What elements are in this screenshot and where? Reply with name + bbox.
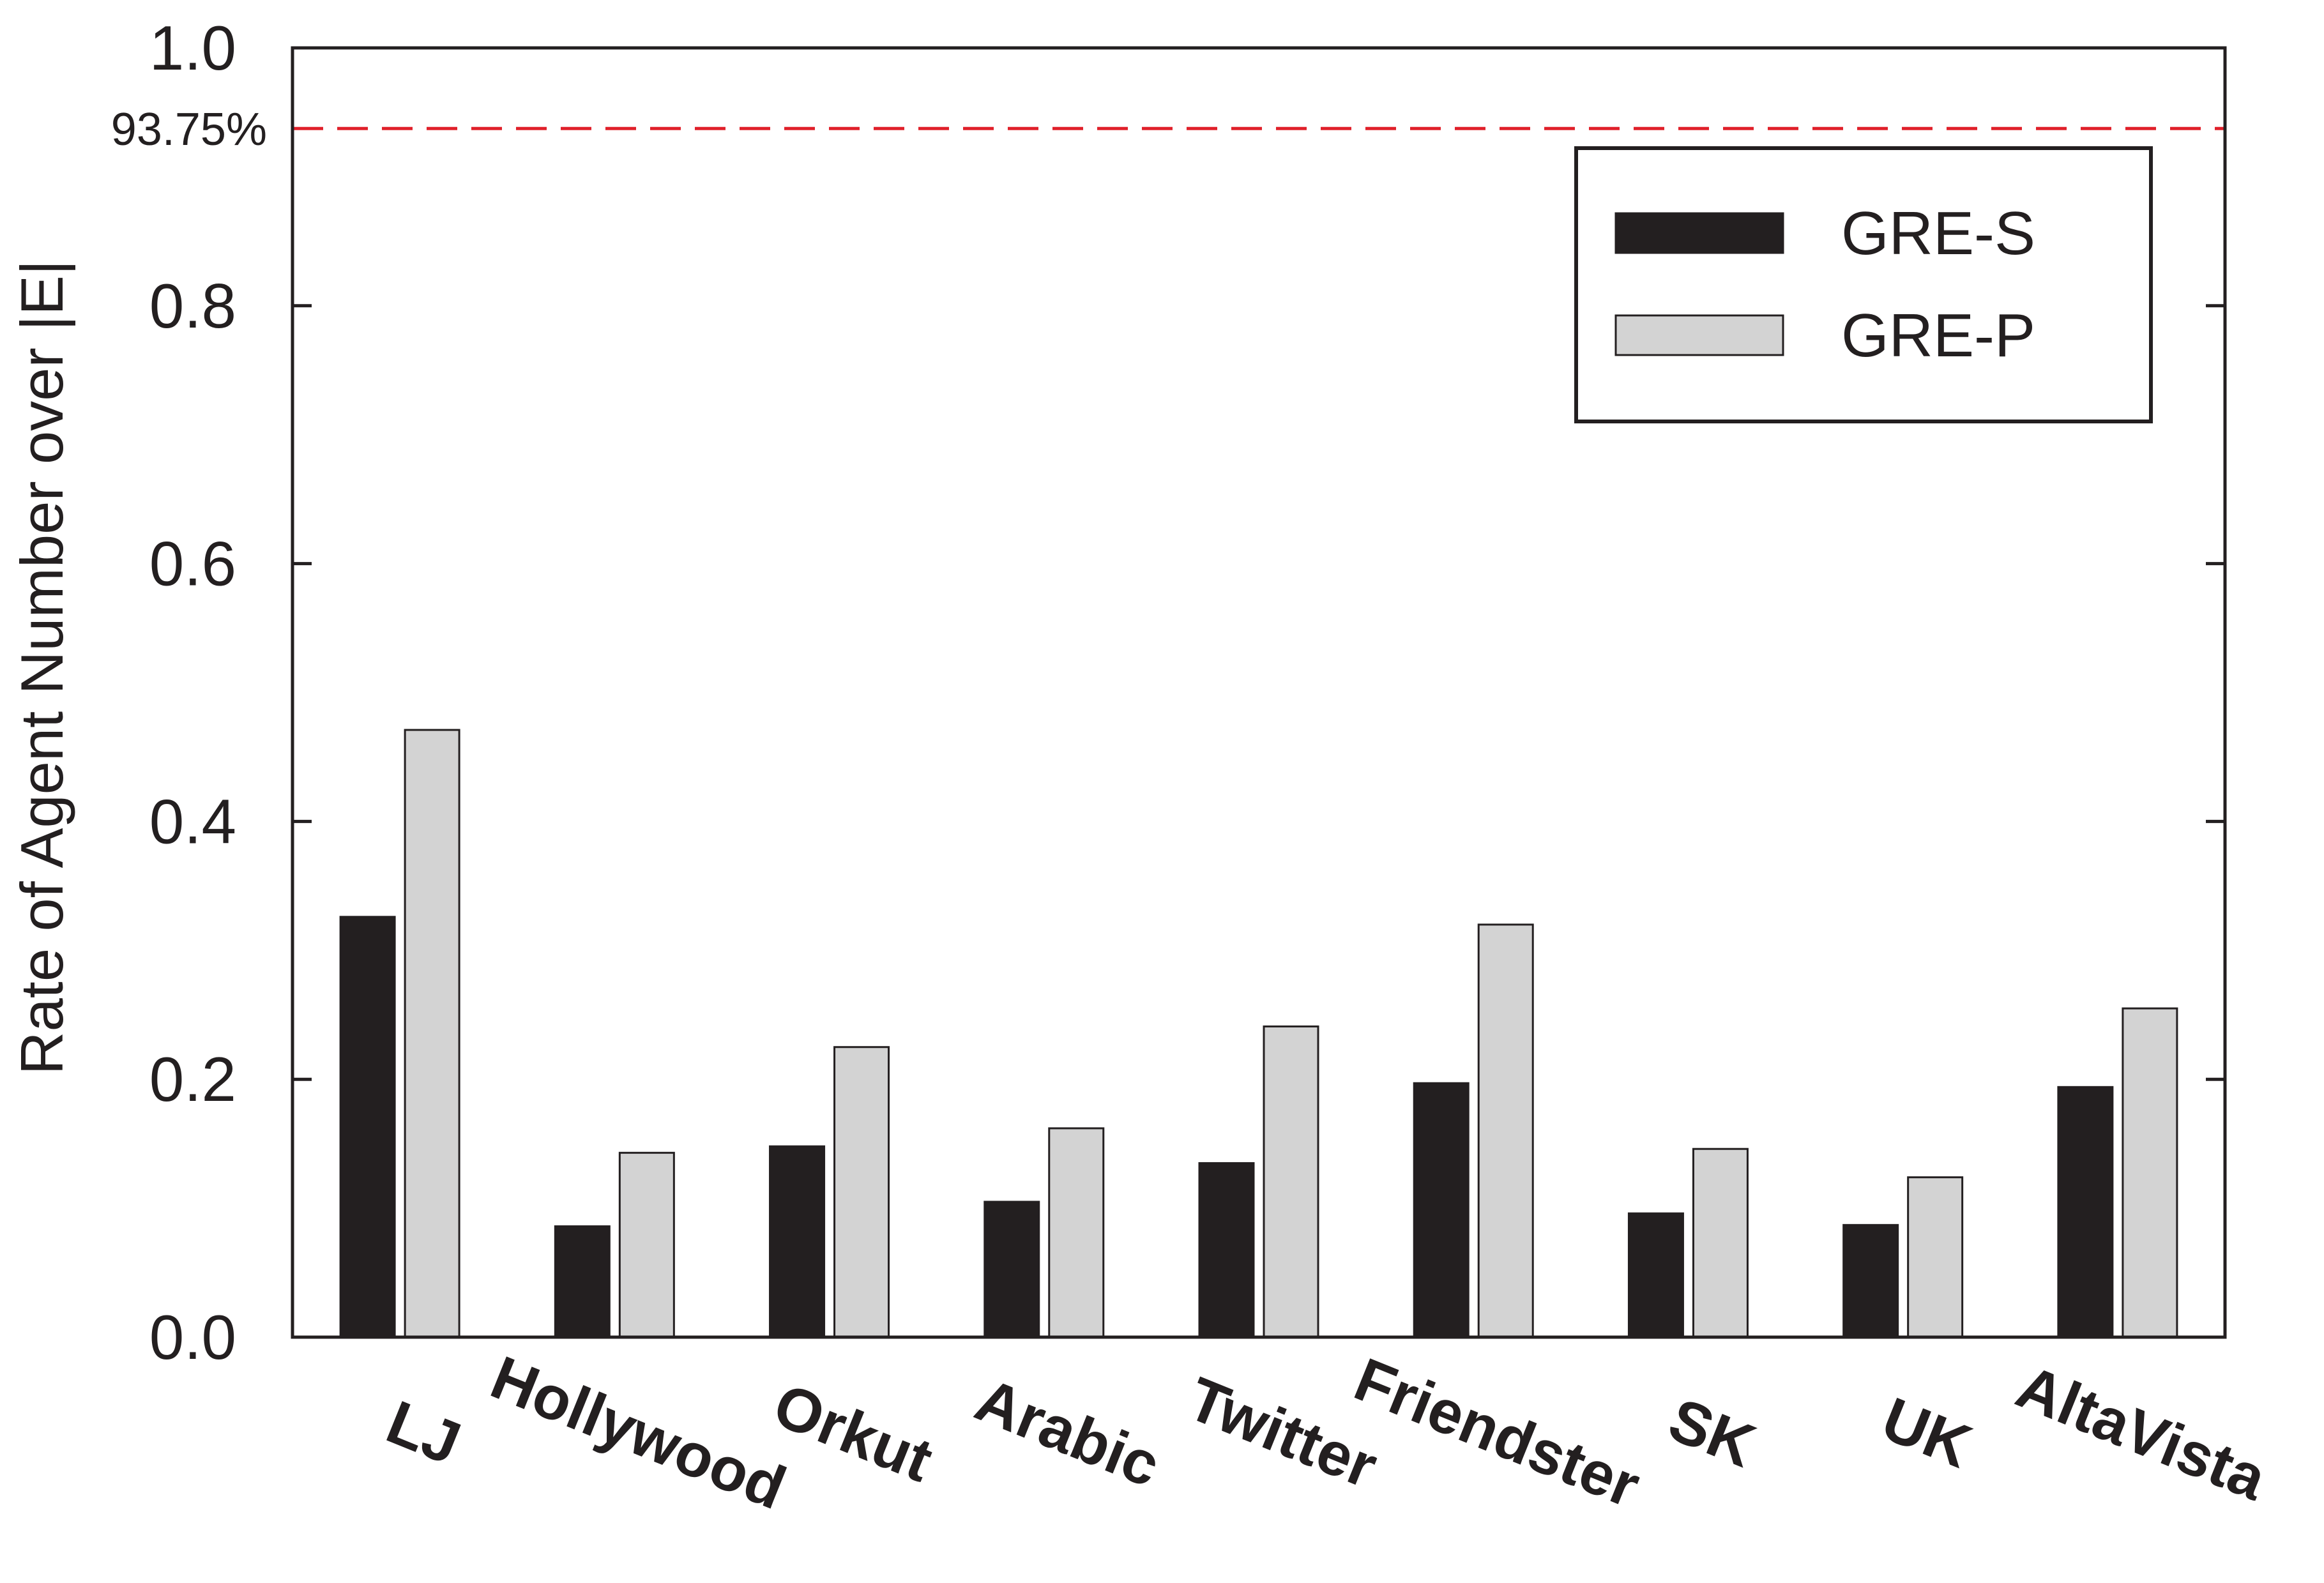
bar-gre-p-friendster xyxy=(1477,923,1534,1338)
bar-gre-p-arabic xyxy=(1048,1127,1105,1338)
reference-line-group: 93.75% xyxy=(111,104,2225,155)
bar-gre-s-twitter xyxy=(1198,1162,1255,1338)
y-tick-label: 0.0 xyxy=(149,1302,236,1372)
bar-gre-s-uk xyxy=(1842,1223,1899,1338)
reference-line-label: 93.75% xyxy=(111,104,267,155)
x-category-label: LJ xyxy=(377,1388,469,1478)
legend-swatch-gre-s xyxy=(1614,212,1784,254)
bar-gre-p-altavista xyxy=(2122,1007,2178,1338)
bar-gre-s-lj xyxy=(339,916,396,1338)
y-axis-title: Rate of Agent Number over |E| xyxy=(8,260,75,1075)
x-category-label: Orkut xyxy=(764,1370,941,1495)
x-category-label: SK xyxy=(1660,1385,1765,1480)
bar-gre-s-altavista xyxy=(2057,1086,2114,1338)
axes xyxy=(291,46,2227,1339)
bar-gre-s-orkut xyxy=(769,1145,826,1338)
bar-gre-p-twitter xyxy=(1263,1025,1319,1338)
legend: GRE-S GRE-P xyxy=(1574,146,2153,423)
bar-gre-s-friendster xyxy=(1413,1082,1470,1338)
bar-gre-s-sk xyxy=(1627,1212,1684,1338)
y-tick-label: 1.0 xyxy=(149,13,236,83)
bar-gre-s-hollywood xyxy=(554,1225,611,1338)
bar-gre-p-uk xyxy=(1907,1176,1964,1338)
x-category-label: UK xyxy=(1873,1384,1981,1481)
x-category-label: Hollywood xyxy=(482,1343,794,1522)
legend-box xyxy=(1574,146,2153,423)
y-tick-label: 0.2 xyxy=(149,1044,236,1114)
plot-frame xyxy=(291,46,2227,1339)
bars xyxy=(339,729,2178,1338)
legend-swatch-gre-p xyxy=(1614,314,1784,356)
x-category-label: AltaVista xyxy=(2007,1352,2275,1514)
bar-gre-p-orkut xyxy=(833,1046,890,1338)
y-tick-label: 0.6 xyxy=(149,529,236,599)
legend-label-gre-p: GRE-P xyxy=(1841,301,2035,370)
bar-gre-s-arabic xyxy=(984,1201,1040,1338)
x-category-label: Arabic xyxy=(966,1365,1169,1500)
legend-label-gre-s: GRE-S xyxy=(1841,199,2035,268)
y-tick-label: 0.8 xyxy=(149,271,236,341)
bar-gre-p-hollywood xyxy=(618,1151,675,1338)
bar-gre-p-sk xyxy=(1692,1147,1749,1338)
y-tick-label: 0.4 xyxy=(149,786,236,856)
x-category-label: Friendster xyxy=(1346,1345,1649,1520)
bar-gre-p-lj xyxy=(404,729,460,1338)
